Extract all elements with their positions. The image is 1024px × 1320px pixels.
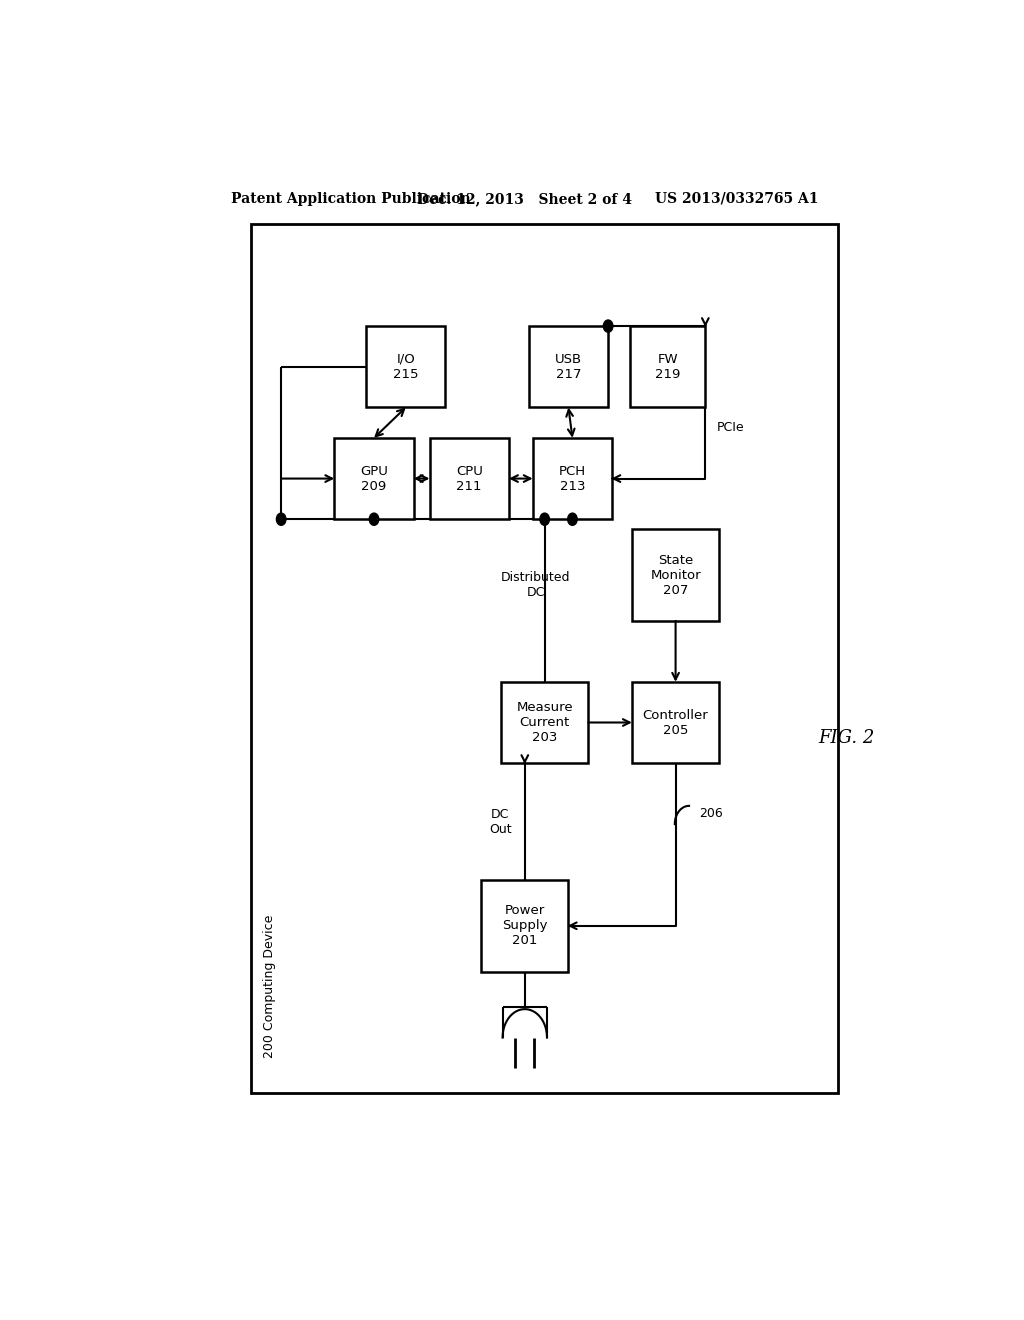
Text: FW
219: FW 219 [655, 352, 680, 380]
Text: Distributed
DC: Distributed DC [501, 572, 570, 599]
Bar [528, 326, 608, 408]
Text: 206: 206 [699, 808, 723, 821]
Circle shape [276, 513, 286, 525]
Bar [532, 438, 612, 519]
Circle shape [370, 513, 379, 525]
Text: I/O
215: I/O 215 [393, 352, 419, 380]
Bar [501, 682, 588, 763]
Bar [430, 438, 509, 519]
Text: Patent Application Publication: Patent Application Publication [231, 191, 471, 206]
Circle shape [603, 319, 613, 333]
Bar [630, 326, 706, 408]
Circle shape [567, 513, 578, 525]
Text: Dec. 12, 2013   Sheet 2 of 4: Dec. 12, 2013 Sheet 2 of 4 [418, 191, 632, 206]
Bar [251, 224, 839, 1093]
Text: Power
Supply
201: Power Supply 201 [502, 904, 548, 948]
Bar [632, 529, 719, 620]
Bar [334, 438, 414, 519]
Text: Controller
205: Controller 205 [643, 709, 709, 737]
Bar [481, 880, 568, 972]
Circle shape [540, 513, 550, 525]
Text: State
Monitor
207: State Monitor 207 [650, 553, 700, 597]
Text: USB
217: USB 217 [555, 352, 582, 380]
Bar [632, 682, 719, 763]
Text: PCIe: PCIe [717, 421, 744, 434]
Text: 200 Computing Device: 200 Computing Device [263, 915, 275, 1059]
Text: DC
Out: DC Out [489, 808, 512, 836]
Text: GPU
209: GPU 209 [360, 465, 388, 492]
Text: FIG. 2: FIG. 2 [818, 729, 874, 747]
Text: US 2013/0332765 A1: US 2013/0332765 A1 [655, 191, 818, 206]
Text: CPU
211: CPU 211 [456, 465, 482, 492]
Text: PCH
213: PCH 213 [559, 465, 586, 492]
Bar [367, 326, 445, 408]
Text: Measure
Current
203: Measure Current 203 [516, 701, 573, 744]
